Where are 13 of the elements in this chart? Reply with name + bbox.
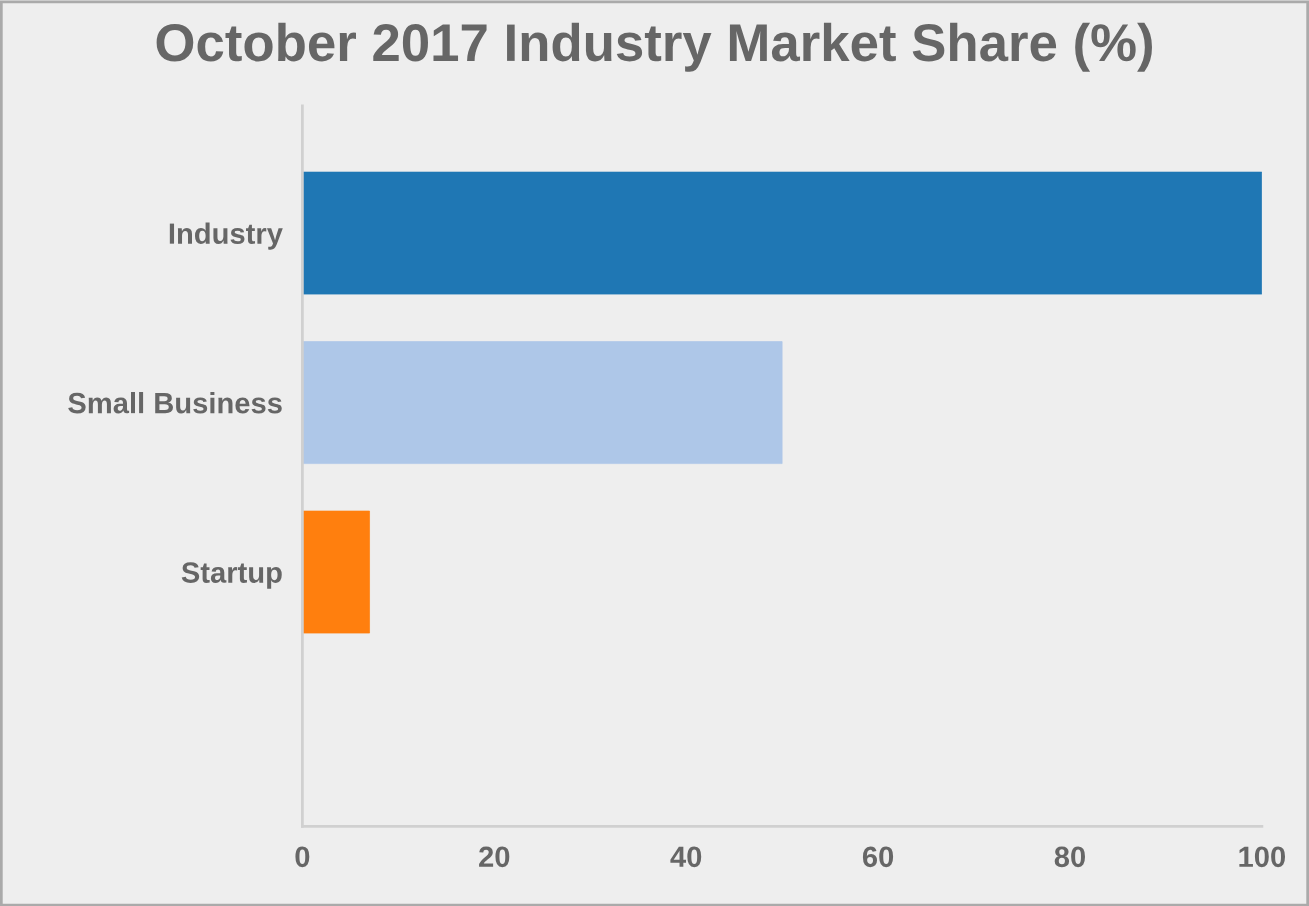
chart-title: October 2017 Industry Market Share (%) [156,22,1152,72]
bar [302,171,1262,295]
x-tick-label: 100 [1239,846,1286,868]
x-tick-label: 40 [670,846,702,868]
bar [302,341,783,464]
x-tick-label: 20 [479,846,510,868]
y-tick-label: Startup [181,562,282,589]
y-tick-label: Industry [169,222,283,250]
y-tick-label: Small Business [68,392,282,414]
x-tick-label: 0 [295,846,310,868]
x-tick-label: 80 [1054,846,1085,868]
x-tick-label: 60 [862,846,894,868]
bar [302,510,370,634]
